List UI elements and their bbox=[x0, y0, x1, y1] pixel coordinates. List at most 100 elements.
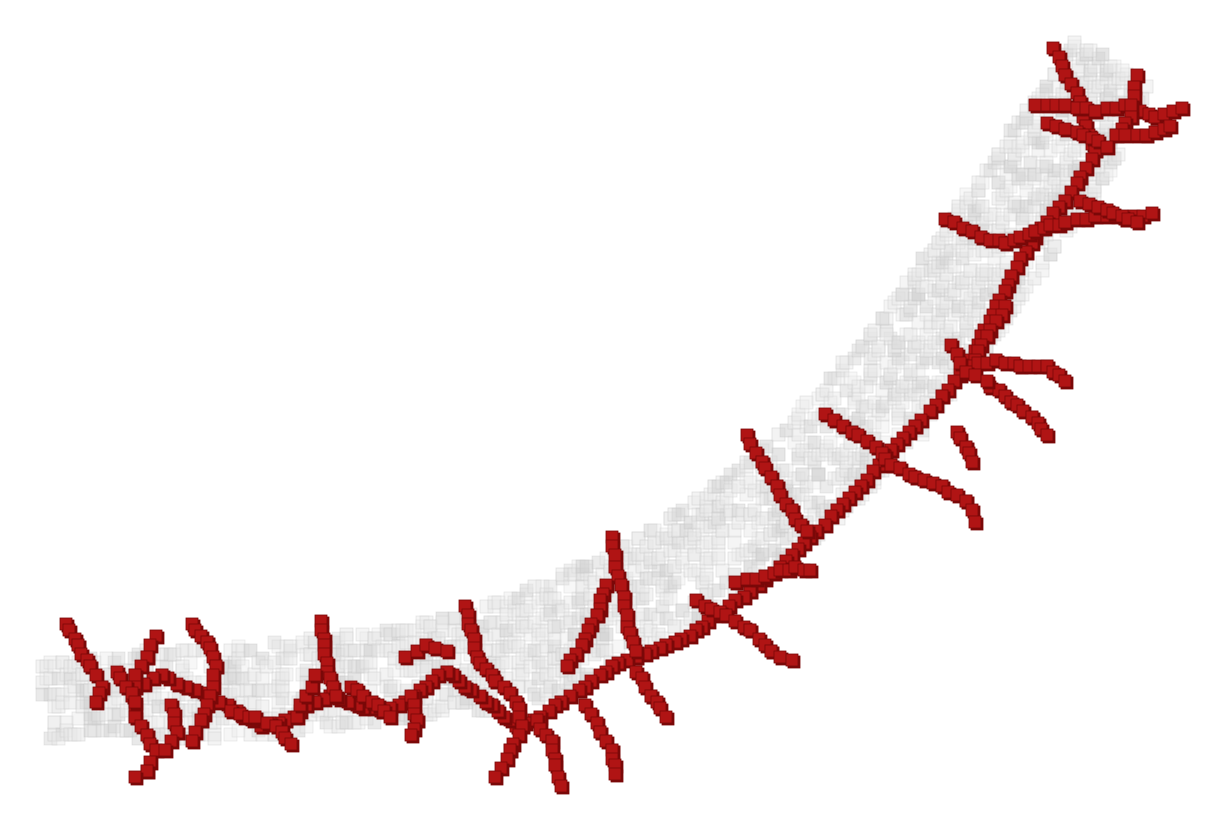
branch-voxel bbox=[206, 668, 220, 682]
shell-voxel bbox=[1015, 167, 1030, 182]
shell-voxel bbox=[487, 599, 502, 614]
branch-voxel bbox=[1145, 206, 1159, 220]
branch-voxel bbox=[1124, 98, 1138, 112]
shell-voxel bbox=[663, 591, 678, 606]
shell-voxel bbox=[523, 599, 538, 614]
shell-voxel bbox=[555, 571, 570, 586]
shell-voxel bbox=[543, 591, 558, 606]
shell-voxel bbox=[455, 695, 470, 710]
shell-voxel bbox=[499, 607, 514, 622]
branch-voxel bbox=[284, 737, 298, 751]
branch-voxel bbox=[968, 515, 982, 529]
shell-voxel bbox=[699, 491, 714, 506]
shell-voxel bbox=[43, 655, 58, 670]
branch-voxel bbox=[608, 767, 622, 781]
shell-voxel bbox=[47, 715, 62, 730]
shell-voxel bbox=[279, 667, 294, 682]
shell-voxel bbox=[43, 731, 58, 746]
shell-voxel bbox=[875, 311, 890, 326]
shell-voxel bbox=[539, 667, 554, 682]
shell-voxel bbox=[595, 643, 610, 658]
shell-voxel bbox=[563, 567, 578, 582]
shell-voxel bbox=[683, 515, 698, 530]
shell-voxel bbox=[699, 555, 714, 570]
shell-voxel bbox=[667, 507, 682, 522]
shell-voxel bbox=[147, 691, 162, 706]
shell-voxel bbox=[651, 627, 666, 642]
shell-voxel bbox=[399, 635, 414, 650]
shell-voxel bbox=[387, 679, 402, 694]
shell-voxel bbox=[183, 655, 198, 670]
shell-voxel bbox=[1095, 47, 1110, 62]
shell-voxel bbox=[527, 579, 542, 594]
branch-voxel bbox=[614, 578, 628, 592]
shell-voxel bbox=[563, 595, 578, 610]
shell-voxel bbox=[535, 627, 550, 642]
shell-voxel bbox=[659, 591, 674, 606]
shell-voxel bbox=[699, 571, 714, 586]
shell-voxel bbox=[539, 607, 554, 622]
shell-voxel bbox=[943, 319, 958, 334]
shell-voxel bbox=[547, 591, 562, 606]
shell-voxel bbox=[563, 611, 578, 626]
shell-voxel bbox=[255, 671, 270, 686]
shell-voxel bbox=[223, 727, 238, 742]
shell-voxel bbox=[483, 615, 498, 630]
shell-voxel bbox=[555, 567, 570, 582]
shell-voxel bbox=[515, 663, 530, 678]
branch-voxel bbox=[383, 710, 397, 724]
shell-voxel bbox=[503, 627, 518, 642]
shell-voxel bbox=[563, 579, 578, 594]
branch-voxel bbox=[1058, 98, 1072, 112]
branch-voxel bbox=[1058, 122, 1072, 136]
shell-voxel bbox=[55, 655, 70, 670]
shell-voxel bbox=[335, 643, 350, 658]
shell-voxel bbox=[667, 507, 682, 522]
branch-voxel bbox=[185, 734, 199, 748]
shell-voxel bbox=[435, 687, 450, 702]
shell-voxel bbox=[527, 615, 542, 630]
shell-voxel bbox=[975, 175, 990, 190]
shell-voxel bbox=[367, 631, 382, 646]
shell-voxel bbox=[675, 503, 690, 518]
shell-voxel bbox=[455, 695, 470, 710]
shell-voxel bbox=[867, 323, 882, 338]
shell-voxel bbox=[271, 695, 286, 710]
shell-voxel bbox=[667, 619, 682, 634]
shell-voxel bbox=[1067, 35, 1082, 50]
branch-voxel bbox=[1118, 128, 1132, 142]
branch-voxel bbox=[548, 758, 562, 772]
branch-voxel bbox=[1058, 374, 1072, 388]
shell-voxel bbox=[727, 535, 742, 550]
shell-voxel bbox=[579, 559, 594, 574]
shell-voxel bbox=[919, 279, 934, 294]
shell-voxel bbox=[543, 579, 558, 594]
shell-voxel bbox=[175, 659, 190, 674]
shell-voxel bbox=[511, 639, 526, 654]
shell-voxel bbox=[667, 619, 682, 634]
shell-voxel bbox=[227, 671, 242, 686]
shell-voxel bbox=[1083, 43, 1098, 58]
branch-voxel bbox=[488, 770, 502, 784]
shell-voxel bbox=[795, 467, 810, 482]
branch-voxel bbox=[1088, 104, 1102, 118]
shell-voxel bbox=[535, 611, 550, 626]
shell-voxel bbox=[963, 263, 978, 278]
shell-voxel bbox=[363, 643, 378, 658]
shell-voxel bbox=[71, 727, 86, 742]
branch-voxel bbox=[620, 608, 634, 622]
shell-voxel bbox=[531, 655, 546, 670]
shell-voxel bbox=[435, 703, 450, 718]
shell-voxel bbox=[71, 711, 86, 726]
shell-voxel bbox=[511, 667, 526, 682]
shell-voxel bbox=[659, 611, 674, 626]
branch-voxel bbox=[1130, 68, 1144, 82]
shell-voxel bbox=[711, 583, 726, 598]
shell-voxel bbox=[695, 539, 710, 554]
branch-voxel bbox=[194, 713, 208, 727]
shell-voxel bbox=[175, 643, 190, 658]
shell-voxel bbox=[635, 607, 650, 622]
shell-voxel bbox=[479, 599, 494, 614]
shell-voxel bbox=[895, 287, 910, 302]
shell-voxel bbox=[655, 531, 670, 546]
